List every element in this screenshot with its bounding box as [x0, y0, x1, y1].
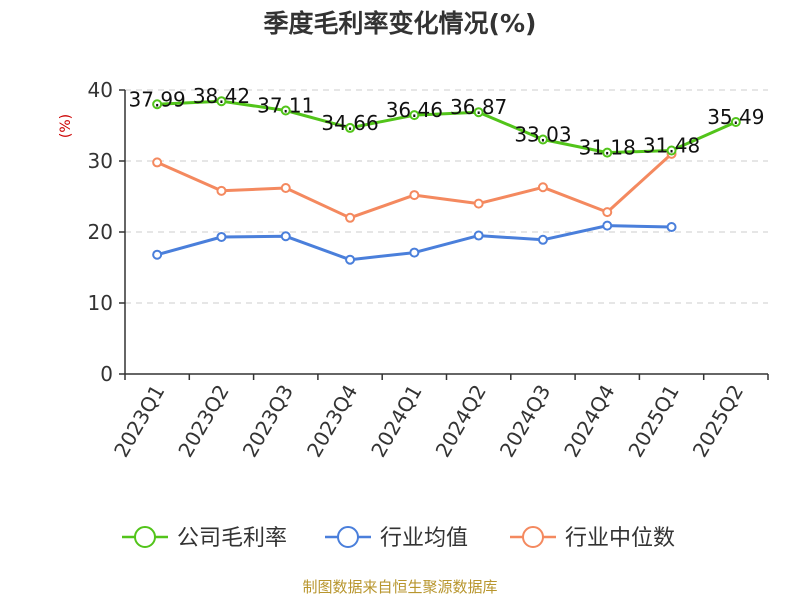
data-point: [345, 122, 356, 133]
data-point: [666, 145, 677, 156]
legend-item-0[interactable]: 公司毛利率: [122, 526, 287, 551]
y-tick-label: 40: [88, 78, 113, 102]
data-point: [473, 230, 484, 241]
y-axis-label: (%): [58, 114, 74, 138]
x-tick-label: 2024Q3: [495, 381, 555, 462]
x-tick-label: 2023Q4: [302, 381, 362, 462]
data-point: [602, 220, 613, 231]
x-tick-label: 2023Q3: [238, 381, 298, 462]
data-point: [216, 231, 227, 242]
data-labels: 37.99 38.42 37.11 34.66 36.46 36.87 33.03 31.18…: [129, 84, 765, 159]
y-tick-label: 20: [88, 220, 113, 244]
data-label: 38.42: [193, 84, 250, 108]
data-label: 35.49: [707, 105, 764, 129]
x-tick-labels: 2023Q1 2023Q2 2023Q3 2023Q4 2024Q1 2024Q2 2024…: [109, 381, 748, 462]
legend-marker-icon: [337, 526, 359, 548]
legend-marker-icon: [522, 526, 544, 548]
x-tick-label: 2025Q2: [688, 381, 748, 462]
data-label: 37.11: [257, 94, 314, 118]
data-point: [730, 117, 741, 128]
data-point: [152, 99, 163, 110]
x-tick-label: 2023Q1: [109, 381, 169, 462]
y-tick-label: 10: [88, 291, 113, 315]
legend-label: 行业中位数: [565, 526, 675, 551]
data-point: [537, 234, 548, 245]
x-tick-label: 2024Q2: [431, 381, 491, 462]
data-label: 37.99: [129, 87, 186, 111]
legend[interactable]: 公司毛利率 行业均值 行业中位数: [122, 526, 675, 551]
x-tick-label: 2024Q4: [559, 381, 619, 462]
axes: [119, 89, 769, 380]
data-point: [602, 147, 613, 158]
legend-label: 公司毛利率: [177, 526, 287, 551]
data-point: [345, 212, 356, 223]
data-point: [152, 157, 163, 168]
data-label: 34.66: [321, 111, 378, 135]
data-label: 33.03: [514, 122, 571, 146]
data-point: [473, 198, 484, 209]
data-label: 36.46: [386, 98, 443, 122]
data-point: [537, 182, 548, 193]
data-point: [666, 222, 677, 233]
data-point: [345, 254, 356, 265]
data-label: 31.18: [579, 136, 636, 160]
data-point: [473, 107, 484, 118]
data-point: [152, 249, 163, 260]
y-tick-labels: 0 10 20 30 40: [88, 78, 113, 386]
data-point: [216, 185, 227, 196]
series-line-2: [156, 152, 673, 220]
data-label: 31.48: [643, 133, 700, 157]
data-point: [280, 231, 291, 242]
data-point: [280, 105, 291, 116]
data-point: [409, 190, 420, 201]
data-point: [216, 96, 227, 107]
legend-label: 行业均值: [380, 526, 468, 551]
data-point: [537, 134, 548, 145]
data-point: [409, 110, 420, 121]
grid-lines: [125, 89, 768, 304]
data-point: [280, 182, 291, 193]
y-tick-label: 30: [88, 149, 113, 173]
x-tick-label: 2023Q2: [173, 381, 233, 462]
series-line-0: [157, 99, 737, 155]
data-label: 36.87: [450, 95, 507, 119]
series-lines: [152, 96, 741, 265]
legend-item-2[interactable]: 行业中位数: [510, 526, 675, 551]
data-point: [409, 247, 420, 258]
data-point: [602, 207, 613, 218]
source-note: 制图数据来自恒生聚源数据库: [302, 578, 497, 596]
x-tick-label: 2025Q1: [623, 381, 683, 462]
y-tick-label: 0: [100, 362, 113, 386]
x-tick-label: 2024Q1: [366, 381, 426, 462]
legend-marker-icon: [134, 526, 156, 548]
legend-item-1[interactable]: 行业均值: [325, 526, 468, 551]
chart-title: 季度毛利率变化情况(%): [264, 9, 537, 38]
